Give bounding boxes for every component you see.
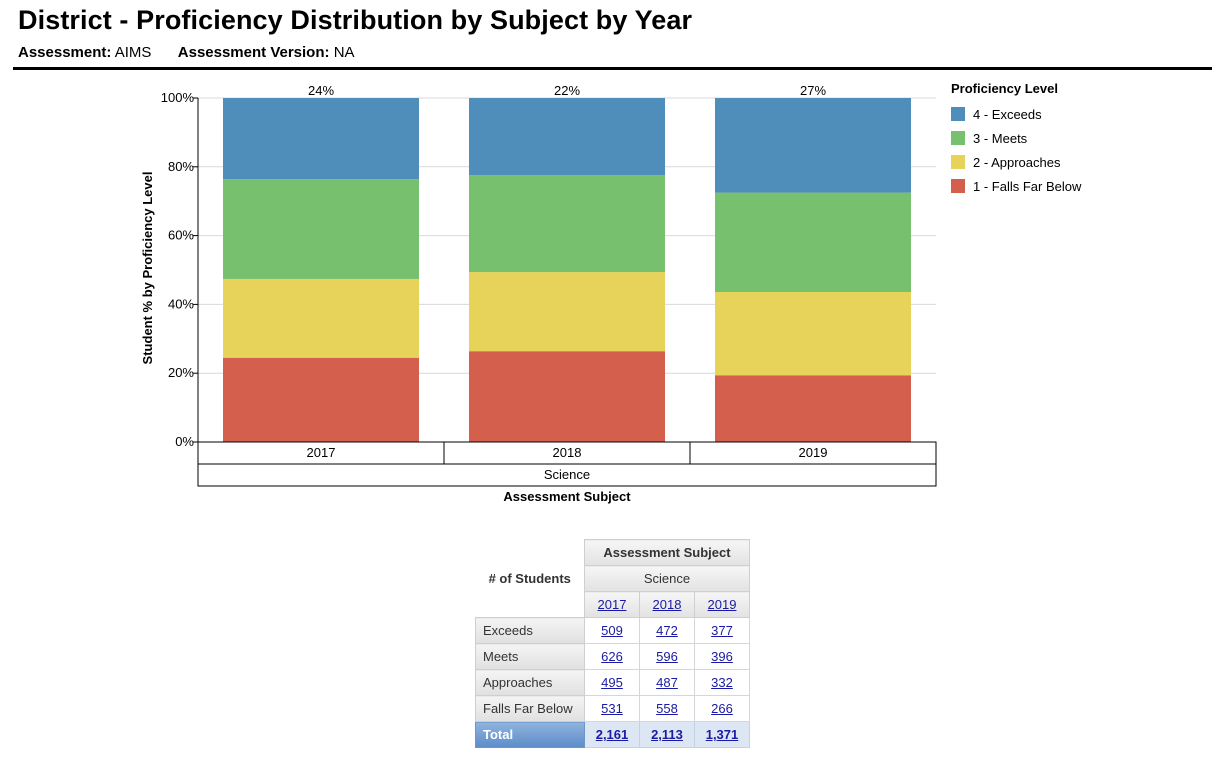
table-row: Falls Far Below 531 558 266 [475,695,750,722]
data-label: 27% [800,83,826,98]
group-label: Science [544,467,590,482]
count-link[interactable]: 487 [656,675,678,690]
total-link[interactable]: 2,161 [595,727,629,742]
year-link[interactable]: 2019 [707,597,737,612]
bar-segment [223,179,419,279]
y-tick-label: 0% [175,434,194,449]
y-axis-label: Student % by Proficiency Level [140,172,155,365]
assessment-label: Assessment: [18,44,112,61]
year-header-2019[interactable]: 2019 [694,591,750,618]
table-row: Approaches 495 487 332 [475,669,750,696]
count-link[interactable]: 266 [711,701,733,716]
count-link[interactable]: 472 [656,623,678,638]
count-link[interactable]: 531 [601,701,623,716]
legend-item: 2 - Approaches [951,150,1081,174]
count-link[interactable]: 495 [601,675,623,690]
chart-legend: Proficiency Level 4 - Exceeds 3 - Meets 2 … [951,81,1081,198]
data-label: 24% [308,83,334,98]
legend-item: 1 - Falls Far Below [951,174,1081,198]
header-divider [13,67,1212,70]
total-label: Total [475,721,585,748]
bar-segment [469,351,665,442]
count-link[interactable]: 377 [711,623,733,638]
count-link[interactable]: 558 [656,701,678,716]
version-label: Assessment Version: [177,44,330,61]
subject-header: Assessment Subject [584,539,750,566]
year-link[interactable]: 2018 [652,597,682,612]
year-header-2017[interactable]: 2017 [584,591,640,618]
table-row: Exceeds 509 472 377 [475,617,750,644]
bar-segment [223,98,419,180]
y-tick-label: 80% [168,159,194,174]
subject-name: Science [584,565,750,592]
total-row: Total 2,161 2,113 1,371 [475,721,750,748]
stacked-bar-chart: 0% 20% 40% 60% 80% 100% Student % by Proficien… [140,83,937,504]
legend-item: 3 - Meets [951,126,1081,150]
y-tick-label: 20% [168,365,194,380]
row-label: Meets [475,643,585,670]
bar-segment [223,357,419,442]
legend-swatch [951,107,965,121]
row-label: Exceeds [475,617,585,644]
x-tick-label: 2018 [553,445,582,460]
legend-label: 3 - Meets [973,130,1028,146]
year-link[interactable]: 2017 [597,597,627,612]
assessment-info: Assessment: AIMS Assessment Version: NA [18,44,355,61]
page-title: District - Proficiency Distribution by S… [18,5,693,35]
bar-segment [715,192,911,293]
y-tick-label: 60% [168,228,194,243]
legend-label: 2 - Approaches [973,154,1061,170]
table-corner-label: # of Students [488,570,571,586]
table-row: Meets 626 596 396 [475,643,750,670]
x-tick-label: 2017 [307,445,336,460]
bar-segment [715,98,911,193]
bar-segment [715,292,911,376]
count-link[interactable]: 332 [711,675,733,690]
count-link[interactable]: 626 [601,649,623,664]
legend-swatch [951,131,965,145]
total-link[interactable]: 2,113 [651,727,683,742]
legend-swatch [951,179,965,193]
legend-swatch [951,155,965,169]
bar-segment [715,375,911,442]
legend-title: Proficiency Level [951,81,1058,96]
x-axis-label: Assessment Subject [503,489,631,504]
row-label: Falls Far Below [475,695,585,722]
student-count-table: # of Students Assessment Subject Science… [475,539,750,748]
legend-label: 4 - Exceeds [973,106,1042,122]
data-label: 22% [554,83,580,98]
count-link[interactable]: 509 [601,623,623,638]
y-tick-label: 40% [168,296,194,311]
count-link[interactable]: 596 [656,649,678,664]
bar-segment [469,272,665,352]
x-tick-label: 2019 [799,445,828,460]
bar-segment [469,175,665,273]
assessment-value: AIMS [114,44,152,61]
total-link[interactable]: 1,371 [705,727,739,742]
version-value: NA [333,44,355,61]
row-label: Approaches [475,669,585,696]
year-header-2018[interactable]: 2018 [639,591,695,618]
count-link[interactable]: 396 [711,649,733,664]
bar-segment [469,98,665,176]
legend-label: 1 - Falls Far Below [973,178,1082,194]
legend-item: 4 - Exceeds [951,102,1081,126]
y-tick-label: 100% [161,90,195,105]
bar-segment [223,278,419,358]
